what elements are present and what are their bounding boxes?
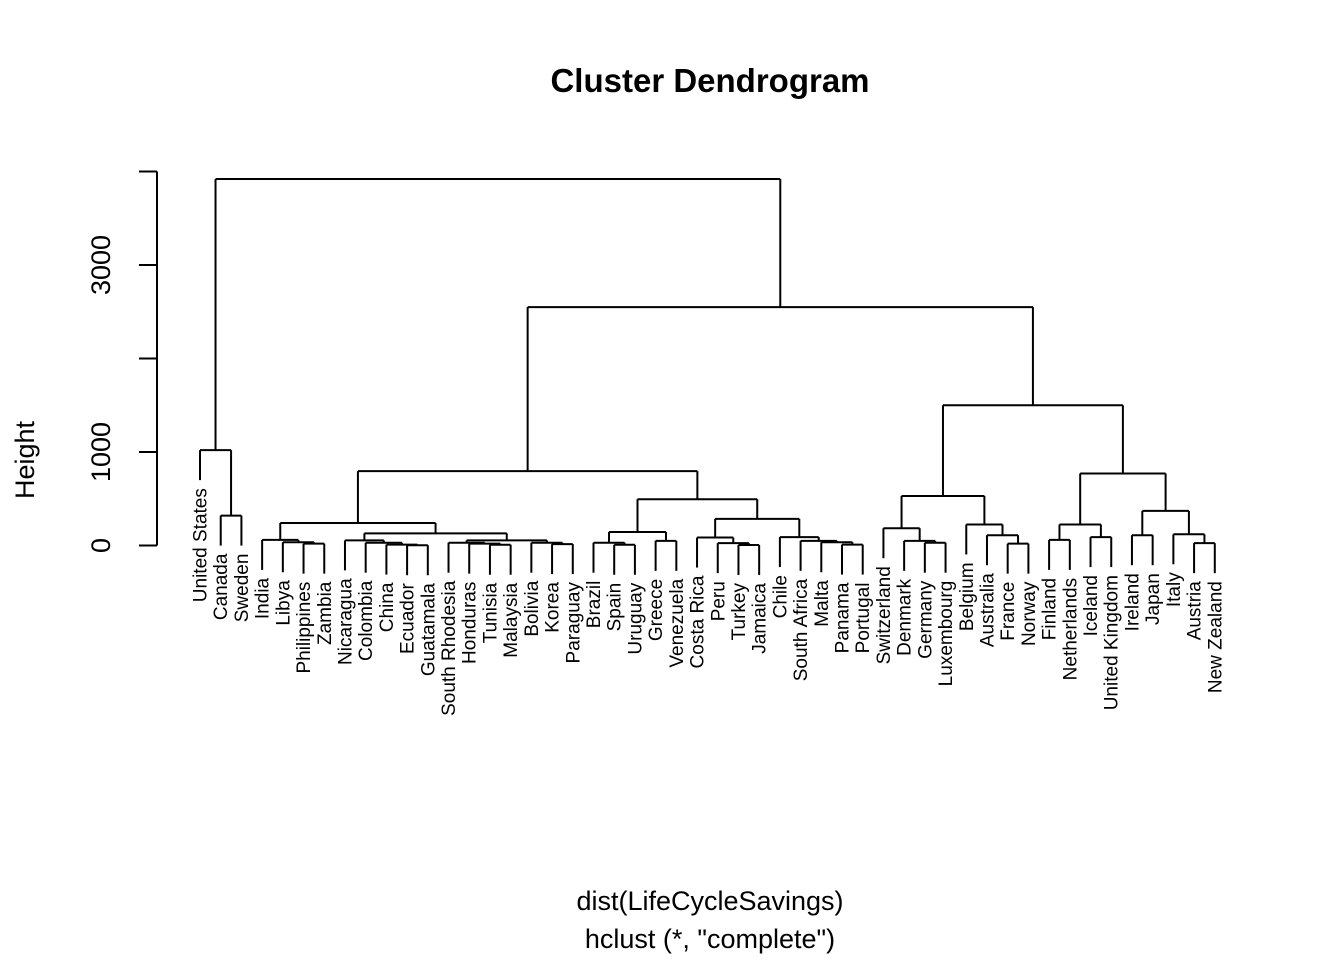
- leaf-label: Germany: [915, 580, 936, 659]
- leaf-label: Philippines: [294, 582, 315, 674]
- y-axis-label: Height: [10, 420, 40, 499]
- y-tick-label: 1000: [86, 422, 116, 482]
- leaf-label: Bolivia: [522, 580, 543, 636]
- leaf-label: Tunisia: [480, 582, 501, 643]
- leaf-label: Malta: [812, 580, 833, 627]
- leaf-label: India: [253, 577, 274, 619]
- leaf-label: Libya: [273, 580, 294, 626]
- leaf-label: South Africa: [791, 578, 812, 681]
- leaf-label: Ecuador: [398, 583, 419, 654]
- leaf-label: Turkey: [729, 583, 750, 641]
- leaf-label: United Kingdom: [1102, 575, 1123, 710]
- leaf-label: Venezuela: [667, 578, 688, 667]
- leaf-label: France: [998, 582, 1019, 641]
- leaf-label: Peru: [708, 581, 729, 621]
- leaf-label: Uruguay: [625, 582, 646, 654]
- leaf-label: Portugal: [853, 583, 874, 654]
- leaf-label: Colombia: [356, 580, 377, 661]
- leaf-label: Switzerland: [874, 566, 895, 664]
- leaf-label: New Zealand: [1205, 581, 1226, 693]
- method-sublabel: hclust (*, "complete"): [585, 924, 835, 954]
- leaf-label: Luxembourg: [936, 581, 957, 687]
- leaf-labels: United States Canada Sweden India Libya Phili…: [191, 488, 1227, 716]
- leaf-label: South Rhodesia: [439, 580, 460, 716]
- leaf-label: Nicaragua: [335, 578, 356, 665]
- leaf-label: China: [377, 582, 398, 632]
- leaf-label: Honduras: [460, 582, 481, 664]
- y-tick-label: 0: [86, 538, 116, 553]
- leaf-label: Japan: [1143, 573, 1164, 625]
- leaf-label: Panama: [833, 582, 854, 653]
- y-axis: 0 1000 3000: [86, 170, 158, 553]
- leaf-label: Brazil: [584, 581, 605, 629]
- leaf-label: Italy: [1164, 572, 1185, 607]
- leaf-label: Zambia: [315, 581, 336, 645]
- y-tick-label: 3000: [86, 235, 116, 295]
- leaf-label: Canada: [211, 553, 232, 620]
- leaf-label: Austria: [1185, 581, 1206, 641]
- leaf-label: Guatamala: [418, 583, 439, 676]
- leaf-label: Belgium: [957, 562, 978, 631]
- leaf-label: Spain: [605, 583, 626, 632]
- leaf-label: Chile: [770, 575, 791, 618]
- dendrogram-tree: [199, 177, 1216, 576]
- leaf-label: Korea: [543, 582, 564, 633]
- x-axis-label: dist(LifeCycleSavings): [576, 886, 843, 916]
- leaf-label: United States: [191, 488, 212, 602]
- chart-title: Cluster Dendrogram: [550, 62, 869, 99]
- leaf-label: Ireland: [1122, 573, 1143, 631]
- leaf-label: Paraguay: [563, 582, 584, 664]
- leaf-label: Jamaica: [750, 583, 771, 654]
- leaf-label: Netherlands: [1060, 578, 1081, 680]
- leaf-label: Iceland: [1081, 575, 1102, 636]
- leaf-label: Costa Rica: [688, 575, 709, 668]
- leaf-label: Australia: [977, 573, 998, 647]
- leaf-label: Malaysia: [501, 582, 522, 657]
- leaf-label: Norway: [1019, 581, 1040, 646]
- leaf-label: Greece: [646, 579, 667, 641]
- leaf-label: Denmark: [895, 578, 916, 656]
- leaf-label: Finland: [1040, 578, 1061, 640]
- leaf-label: Sweden: [232, 554, 253, 623]
